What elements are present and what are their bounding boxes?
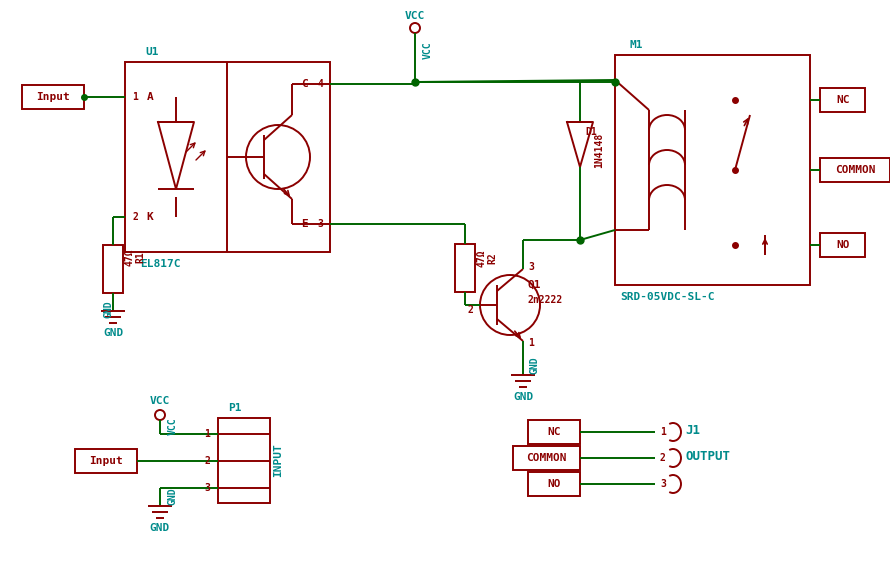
Text: E: E [302,219,308,229]
Text: Q1: Q1 [528,280,541,290]
Text: 1: 1 [660,427,666,437]
Text: GND: GND [168,487,178,505]
Bar [22,85,84,109]
Text: SRD-05VDC-SL-C: SRD-05VDC-SL-C [620,292,715,302]
Bar [513,446,580,470]
Text: K: K [147,212,153,222]
Bar [75,449,137,473]
Text: EL817C: EL817C [140,259,181,269]
Bar [820,233,865,257]
Text: 2: 2 [660,453,666,463]
Text: 3: 3 [204,483,210,493]
Text: 2n2222: 2n2222 [528,295,563,305]
Text: R2: R2 [487,252,497,264]
Text: D1: D1 [585,127,597,137]
Text: 47Ω: 47Ω [477,249,487,267]
Text: NO: NO [837,240,850,250]
Text: 3: 3 [317,219,323,229]
Text: M1: M1 [630,40,643,50]
Text: 2: 2 [467,305,473,315]
Text: NO: NO [547,479,561,489]
Text: Input: Input [36,92,70,102]
Text: 3: 3 [660,479,666,489]
Text: J1: J1 [685,424,700,436]
Text: NC: NC [837,95,850,105]
Bar [103,245,123,293]
Bar [820,88,865,112]
Text: GND: GND [103,300,113,318]
Text: GND: GND [530,356,540,374]
Text: COMMON: COMMON [835,165,875,175]
Bar [528,472,580,496]
Text: NC: NC [547,427,561,437]
Text: 1: 1 [528,338,534,348]
Bar [615,55,810,285]
Text: P1: P1 [228,403,241,413]
Text: R1: R1 [135,251,145,263]
Text: 1: 1 [132,92,138,102]
Text: OUTPUT: OUTPUT [685,449,730,463]
Text: GND: GND [150,523,170,533]
Text: VCC: VCC [168,417,178,435]
Text: GND: GND [103,328,123,338]
Text: 4: 4 [317,79,323,89]
Text: COMMON: COMMON [526,453,566,463]
Text: GND: GND [513,392,533,402]
Text: 3: 3 [528,262,534,272]
Text: VCC: VCC [150,396,170,406]
Bar [528,420,580,444]
Bar [218,418,270,503]
Bar [125,62,330,252]
Text: Input: Input [89,456,123,466]
Text: U1: U1 [145,47,158,57]
Text: 1N4148: 1N4148 [594,132,604,168]
Text: A: A [147,92,153,102]
Text: 47Ω: 47Ω [125,248,135,266]
Text: 2: 2 [204,456,210,466]
Text: C: C [302,79,308,89]
Text: 1: 1 [204,429,210,439]
Bar [455,244,475,292]
Text: VCC: VCC [423,41,433,59]
Text: VCC: VCC [405,11,425,21]
Text: 2: 2 [132,212,138,222]
Bar [820,158,890,182]
Text: INPUT: INPUT [273,443,283,477]
